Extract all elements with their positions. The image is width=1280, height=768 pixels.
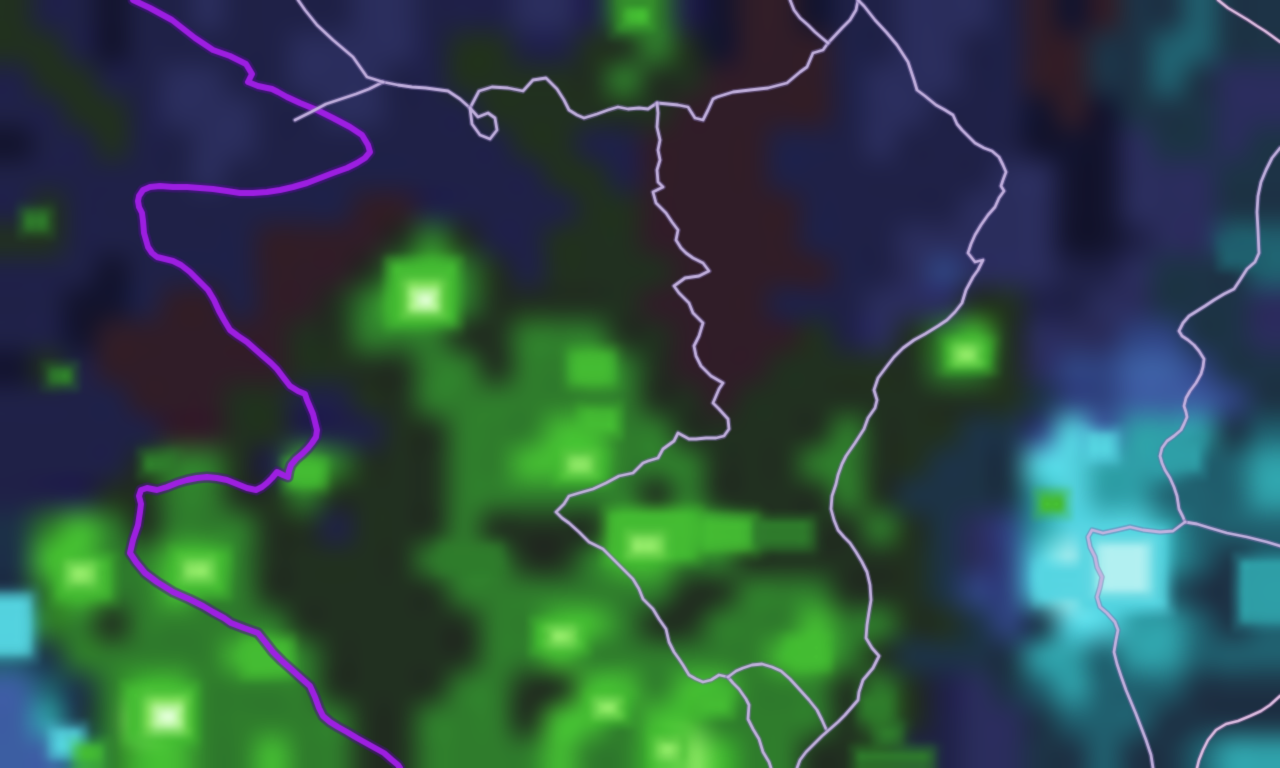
satellite-map-viewport[interactable] <box>0 0 1280 768</box>
satellite-weather-map-canvas[interactable] <box>0 0 1280 768</box>
screen: { "map": { "description": "Infrared sate… <box>0 0 1280 768</box>
